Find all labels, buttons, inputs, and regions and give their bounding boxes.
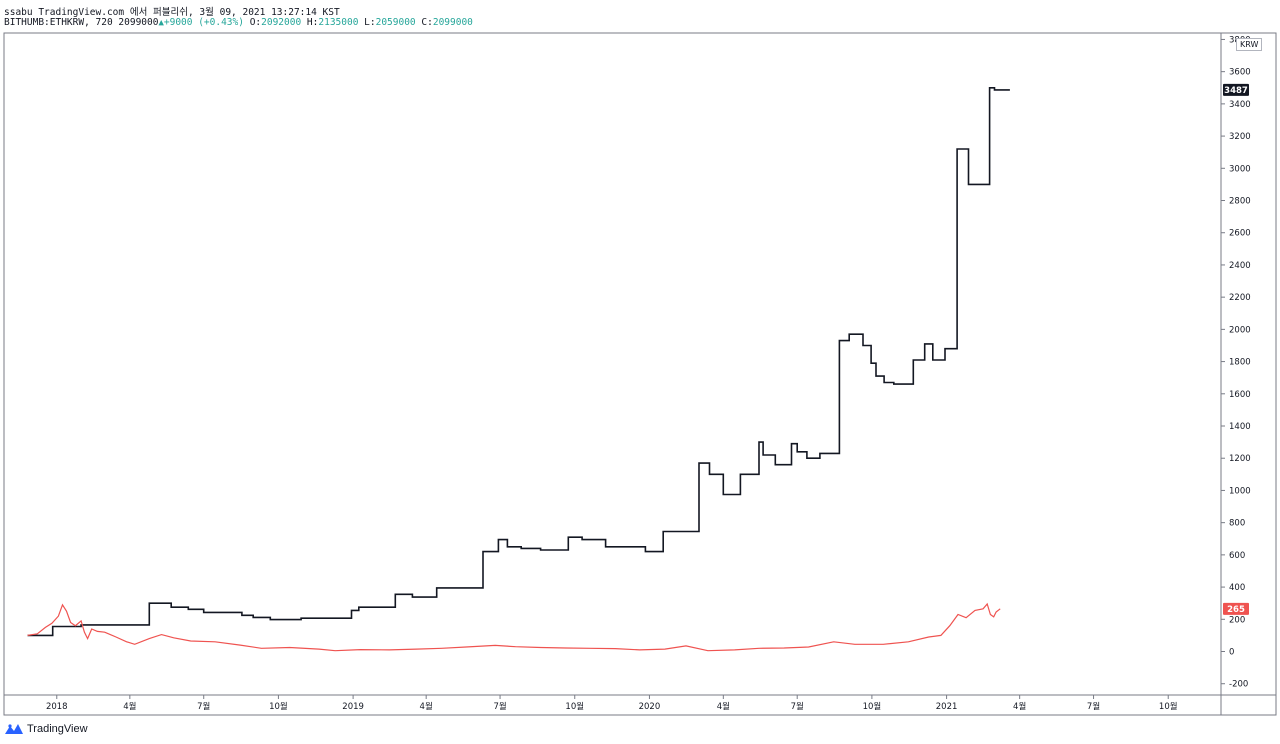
last-value-label: 3487 (1224, 86, 1248, 96)
open-label: O: (249, 17, 262, 28)
y-tick-label: 600 (1229, 551, 1245, 561)
triangle-up-icon: ▲ (158, 18, 164, 28)
last-value-badge (1223, 602, 1249, 615)
y-tick-label: 2600 (1229, 229, 1251, 239)
y-tick-label: 3400 (1229, 100, 1251, 110)
y-tick-label: 1400 (1229, 422, 1251, 432)
last-value-labels: 3487 265 (1223, 83, 1249, 615)
y-tick-label: 400 (1229, 583, 1245, 593)
low-label: L: (364, 17, 376, 28)
y-tick-label: 2800 (1229, 197, 1251, 207)
open-value: 2092000 (261, 17, 302, 28)
last-value-label: 265 (1227, 605, 1245, 615)
y-tick-label: 200 (1229, 615, 1245, 625)
symbol-legend: BITHUMB:ETHKRW, 720 2099000▲+9000 (+0.43… (4, 17, 473, 28)
x-tick-label: 10월 (565, 701, 584, 712)
low-value: 2059000 (375, 17, 416, 28)
y-tick-label: 1600 (1229, 390, 1251, 400)
y-tick-label: 2000 (1229, 325, 1251, 335)
x-tick-label: 4월 (1013, 701, 1026, 712)
x-tick-label: 7월 (1087, 701, 1100, 712)
x-tick-label: 2018 (46, 702, 68, 712)
x-tick-label: 2021 (936, 702, 958, 712)
x-tick-label: 2019 (342, 702, 364, 712)
y-tick-label: 1800 (1229, 358, 1251, 368)
close-value: 2099000 (432, 17, 473, 28)
y-tick-label: 2400 (1229, 261, 1251, 271)
price-change: +9000 (+0.43%) (163, 17, 244, 28)
currency-badge[interactable]: KRW (1236, 38, 1263, 51)
y-axis[interactable]: -200 0 200 400 600 800 1000 1200 1400 1600 1800 200… (1221, 35, 1251, 690)
close-label: C: (421, 17, 433, 28)
symbol-name[interactable]: BITHUMB:ETHKRW, 720 (4, 17, 113, 28)
y-tick-label: 1200 (1229, 454, 1251, 464)
high-value: 2135000 (318, 17, 359, 28)
x-tick-label: 10월 (1159, 701, 1178, 712)
y-tick-label: 1000 (1229, 486, 1251, 496)
x-tick-label: 7월 (197, 701, 210, 712)
series-line-1[interactable] (27, 602, 1001, 652)
brand-name: TradingView (27, 723, 88, 735)
x-axis[interactable]: 2018 4월 7월 10월 2019 4월 7월 10월 2020 4월 7월 10월 2021 4월 7… (46, 695, 1178, 712)
x-tick-label: 2020 (639, 702, 661, 712)
y-tick-label: 3600 (1229, 68, 1251, 78)
x-tick-label: 4월 (717, 701, 730, 712)
last-price: 2099000 (118, 17, 159, 28)
footer-brand[interactable]: TradingView (4, 723, 88, 735)
x-tick-label: 7월 (791, 701, 804, 712)
y-tick-label: 800 (1229, 519, 1245, 529)
y-tick-label: 3000 (1229, 164, 1251, 174)
x-tick-label: 4월 (123, 701, 136, 712)
publish-info: ssabu TradingView.com 에서 퍼블리쉬, 3월 09, 20… (4, 7, 340, 18)
y-tick-label: -200 (1229, 680, 1248, 690)
x-tick-label: 7월 (493, 701, 506, 712)
high-label: H: (306, 17, 319, 28)
y-tick-label: 3200 (1229, 132, 1251, 142)
tradingview-logo-icon (5, 724, 23, 734)
plot-frame (3, 32, 1277, 716)
y-tick-label: 2200 (1229, 293, 1251, 303)
series-line-0[interactable] (27, 87, 1010, 637)
x-tick-label: 4월 (420, 701, 433, 712)
x-tick-label: 10월 (863, 701, 882, 712)
y-tick-label: 0 (1229, 648, 1234, 658)
series-layer (27, 87, 1010, 652)
last-value-badge (1223, 83, 1249, 96)
x-tick-label: 10월 (269, 701, 288, 712)
